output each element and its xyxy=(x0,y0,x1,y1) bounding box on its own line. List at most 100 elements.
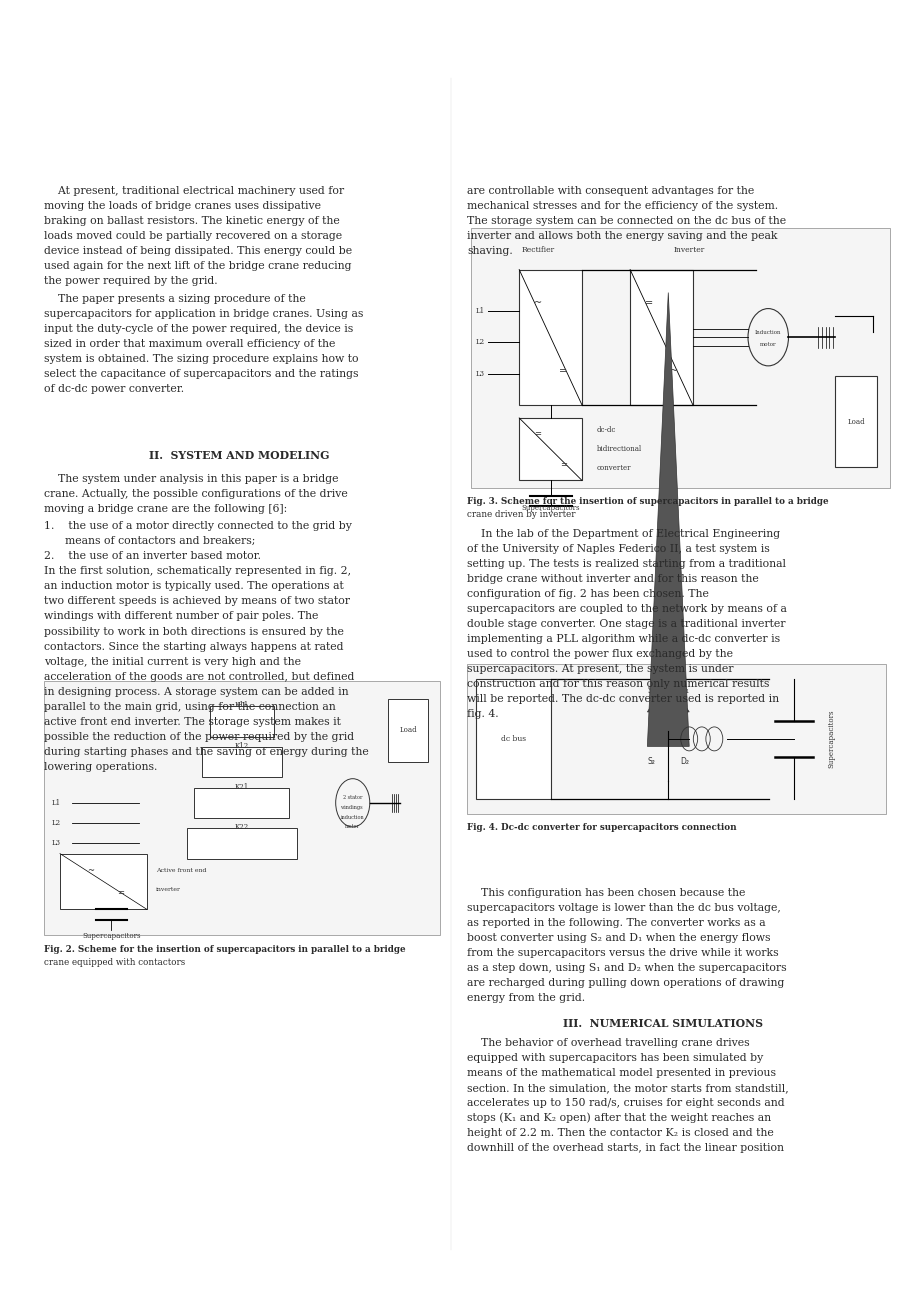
Text: sized in order that maximum overall efficiency of the: sized in order that maximum overall effi… xyxy=(44,340,335,349)
Text: The storage system can be connected on the dc bus of the: The storage system can be connected on t… xyxy=(467,216,786,227)
Text: fig. 4.: fig. 4. xyxy=(467,710,498,719)
Text: height of 2.2 m. Then the contactor K₂ is closed and the: height of 2.2 m. Then the contactor K₂ i… xyxy=(467,1128,773,1138)
Text: In the first solution, schematically represented in fig. 2,: In the first solution, schematically rep… xyxy=(44,566,351,577)
Text: mechanical stresses and for the efficiency of the system.: mechanical stresses and for the efficien… xyxy=(467,202,777,211)
Text: Inverter: Inverter xyxy=(673,246,704,254)
Text: energy from the grid.: energy from the grid. xyxy=(467,993,584,1004)
Bar xyxy=(518,418,582,480)
Text: L3: L3 xyxy=(475,370,483,378)
Text: ~: ~ xyxy=(87,866,94,875)
Text: crane equipped with contactors: crane equipped with contactors xyxy=(44,958,186,967)
Text: voltage, the initial current is very high and the: voltage, the initial current is very hig… xyxy=(44,656,301,667)
Bar xyxy=(518,270,582,405)
Text: input the duty-cycle of the power required, the device is: input the duty-cycle of the power requir… xyxy=(44,324,353,335)
Text: two different speeds is achieved by means of two stator: two different speeds is achieved by mean… xyxy=(44,596,350,607)
Bar xyxy=(475,680,550,798)
Text: =: = xyxy=(559,461,566,469)
Text: The paper presents a sizing procedure of the: The paper presents a sizing procedure of… xyxy=(44,294,306,305)
Text: equipped with supercapacitors has been simulated by: equipped with supercapacitors has been s… xyxy=(467,1053,763,1062)
Text: 1.    the use of a motor directly connected to the grid by: 1. the use of a motor directly connected… xyxy=(44,521,352,531)
Text: inverter: inverter xyxy=(155,888,180,892)
Text: Active front end: Active front end xyxy=(155,868,206,872)
Text: of the University of Naples Federico II, a test system is: of the University of Naples Federico II,… xyxy=(467,544,769,553)
Text: an induction motor is typically used. The operations at: an induction motor is typically used. Th… xyxy=(44,582,344,591)
Text: ~: ~ xyxy=(533,298,541,309)
Text: during starting phases and the saving of energy during the: during starting phases and the saving of… xyxy=(44,747,369,756)
Text: Fig. 3. Scheme for the insertion of supercapacitors in parallel to a bridge: Fig. 3. Scheme for the insertion of supe… xyxy=(467,497,828,506)
Text: supercapacitors are coupled to the network by means of a: supercapacitors are coupled to the netwo… xyxy=(467,604,787,613)
Text: In the lab of the Department of Electrical Engineering: In the lab of the Department of Electric… xyxy=(467,529,779,539)
Text: boost converter using S₂ and D₁ when the energy flows: boost converter using S₂ and D₁ when the… xyxy=(467,934,770,943)
Text: 2 stator: 2 stator xyxy=(343,796,362,801)
Text: configuration of fig. 2 has been chosen. The: configuration of fig. 2 has been chosen.… xyxy=(467,589,709,599)
Text: as a step down, using S₁ and D₂ when the supercapacitors: as a step down, using S₁ and D₂ when the… xyxy=(467,963,786,973)
Bar xyxy=(388,699,427,762)
Text: converter: converter xyxy=(596,464,630,471)
Text: crane driven by inverter: crane driven by inverter xyxy=(467,510,575,519)
Bar xyxy=(210,707,273,737)
Text: III.  NUMERICAL SIMULATIONS: III. NUMERICAL SIMULATIONS xyxy=(562,1018,762,1029)
Text: the power required by the grid.: the power required by the grid. xyxy=(44,276,218,286)
Text: in designing process. A storage system can be added in: in designing process. A storage system c… xyxy=(44,686,348,697)
Text: section. In the simulation, the motor starts from standstill,: section. In the simulation, the motor st… xyxy=(467,1083,789,1092)
Text: =: = xyxy=(534,430,541,437)
Text: L1: L1 xyxy=(475,307,483,315)
Text: L3: L3 xyxy=(52,840,61,848)
Text: means of contactors and breakers;: means of contactors and breakers; xyxy=(44,536,255,546)
Text: moving a bridge crane are the following [6]:: moving a bridge crane are the following … xyxy=(44,504,287,514)
Text: stops (K₁ and K₂ open) after that the weight reaches an: stops (K₁ and K₂ open) after that the we… xyxy=(467,1113,771,1124)
Text: D₁: D₁ xyxy=(680,686,688,695)
Text: Rectifier: Rectifier xyxy=(521,246,554,254)
Text: construction and for this reason only numerical results: construction and for this reason only nu… xyxy=(467,680,769,689)
Text: =: = xyxy=(644,298,652,309)
Text: downhill of the overhead starts, in fact the linear position: downhill of the overhead starts, in fact… xyxy=(467,1143,784,1154)
Text: Load: Load xyxy=(846,418,864,426)
Text: shaving.: shaving. xyxy=(467,246,513,256)
Text: bridge crane without inverter and for this reason the: bridge crane without inverter and for th… xyxy=(467,574,758,583)
Text: means of the mathematical model presented in previous: means of the mathematical model presente… xyxy=(467,1068,776,1078)
Text: Induction: Induction xyxy=(754,331,780,336)
Text: The system under analysis in this paper is a bridge: The system under analysis in this paper … xyxy=(44,474,338,484)
Text: K11: K11 xyxy=(234,702,249,710)
Text: braking on ballast resistors. The kinetic energy of the: braking on ballast resistors. The kineti… xyxy=(44,216,339,227)
Text: used to control the power flux exchanged by the: used to control the power flux exchanged… xyxy=(467,648,732,659)
Text: L2: L2 xyxy=(475,339,483,346)
Text: possibility to work in both directions is ensured by the: possibility to work in both directions i… xyxy=(44,626,344,637)
Text: as reported in the following. The converter works as a: as reported in the following. The conver… xyxy=(467,918,766,928)
Text: loads moved could be partially recovered on a storage: loads moved could be partially recovered… xyxy=(44,232,342,241)
Bar xyxy=(44,681,439,935)
Text: contactors. Since the starting always happens at rated: contactors. Since the starting always ha… xyxy=(44,642,344,651)
Text: K12: K12 xyxy=(234,742,249,750)
Text: lowering operations.: lowering operations. xyxy=(44,762,157,772)
Text: Supercapacitors: Supercapacitors xyxy=(82,932,141,940)
Text: bidirectional: bidirectional xyxy=(596,445,641,453)
Text: induction: induction xyxy=(341,815,364,820)
Text: from the supercapacitors versus the drive while it works: from the supercapacitors versus the driv… xyxy=(467,948,778,958)
Text: =: = xyxy=(118,888,124,897)
Text: The behavior of overhead travelling crane drives: The behavior of overhead travelling cran… xyxy=(467,1038,749,1048)
Text: crane. Actually, the possible configurations of the drive: crane. Actually, the possible configurat… xyxy=(44,490,347,499)
Text: inverter and allows both the energy saving and the peak: inverter and allows both the energy savi… xyxy=(467,232,777,241)
Text: Load: Load xyxy=(399,727,416,734)
Text: system is obtained. The sizing procedure explains how to: system is obtained. The sizing procedure… xyxy=(44,354,358,365)
Text: K22: K22 xyxy=(234,823,249,831)
Text: supercapacitors. At present, the system is under: supercapacitors. At present, the system … xyxy=(467,664,733,674)
Text: =: = xyxy=(559,366,567,376)
Polygon shape xyxy=(647,293,688,746)
Text: 2.    the use of an inverter based motor.: 2. the use of an inverter based motor. xyxy=(44,551,261,561)
Text: II.  SYSTEM AND MODELING: II. SYSTEM AND MODELING xyxy=(149,450,330,461)
Text: dc-dc: dc-dc xyxy=(596,427,616,435)
Text: L2: L2 xyxy=(52,819,62,827)
Text: S₂: S₂ xyxy=(647,756,654,766)
Text: select the capacitance of supercapacitors and the ratings: select the capacitance of supercapacitor… xyxy=(44,370,358,379)
Bar xyxy=(630,270,692,405)
Text: windings with different number of pair poles. The: windings with different number of pair p… xyxy=(44,612,318,621)
Text: motor: motor xyxy=(345,824,360,829)
Bar xyxy=(467,664,885,814)
Text: supercapacitors for application in bridge cranes. Using as: supercapacitors for application in bridg… xyxy=(44,310,363,319)
Text: Supercapacitors: Supercapacitors xyxy=(521,504,579,512)
Text: parallel to the main grid, using for the connection an: parallel to the main grid, using for the… xyxy=(44,702,335,712)
Bar xyxy=(60,854,147,909)
Text: Fig. 4. Dc-dc converter for supercapacitors connection: Fig. 4. Dc-dc converter for supercapacit… xyxy=(467,823,736,832)
Text: implementing a PLL algorithm while a dc-dc converter is: implementing a PLL algorithm while a dc-… xyxy=(467,634,779,644)
